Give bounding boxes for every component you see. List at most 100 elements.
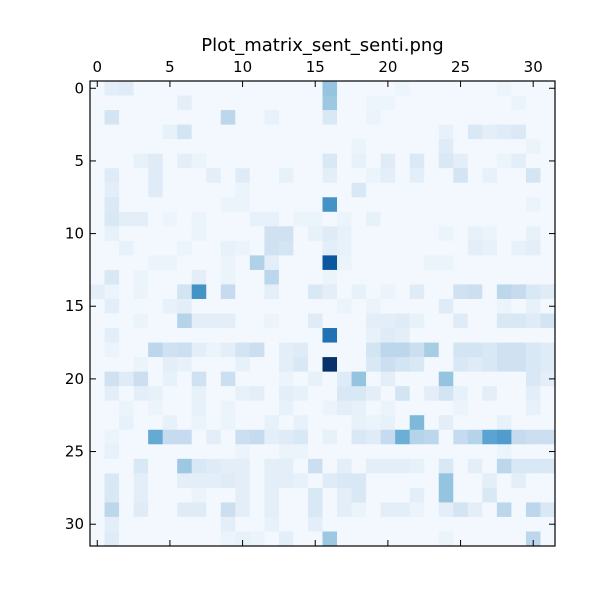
heatmap-cell [438,444,454,460]
heatmap-cell [467,284,483,300]
heatmap-cell [191,269,207,285]
heatmap-cell [351,197,367,213]
heatmap-cell [453,110,469,125]
heatmap-cell [307,502,323,518]
heatmap-cell [351,487,367,503]
heatmap-cell [249,342,265,358]
heatmap-cell [249,516,265,532]
heatmap-cell [380,110,396,125]
heatmap-cell [177,182,193,198]
heatmap-cell [235,269,251,285]
heatmap-cell [104,357,120,373]
heatmap-cell [424,328,440,343]
heatmap-cell [395,415,411,431]
heatmap-cell [307,168,323,184]
heatmap-cell [206,269,222,285]
heatmap-cell [162,458,178,474]
heatmap-cell [467,502,483,518]
heatmap-cell [264,313,280,329]
heatmap-cell [177,269,193,285]
heatmap-cell [409,269,425,285]
heatmap-cell [177,386,193,402]
heatmap-cell [162,139,178,155]
heatmap-cell [366,255,382,271]
heatmap-cell [307,357,323,373]
heatmap-cell [162,182,178,198]
heatmap-cell [264,110,280,125]
heatmap-cell [409,124,425,140]
heatmap-cell [525,182,541,198]
heatmap-cell [191,487,207,503]
heatmap-cell [525,400,541,416]
heatmap-cell [380,516,396,532]
heatmap-cell [177,168,193,184]
heatmap-cell [511,226,527,242]
heatmap-cell [162,269,178,285]
heatmap-cell [278,81,294,96]
heatmap-cell [322,240,338,256]
heatmap-cell [511,531,527,547]
heatmap-cell [191,110,207,125]
heatmap-cell [467,240,483,256]
heatmap-cell [496,211,512,227]
heatmap-cell [307,124,323,140]
heatmap-cell [395,531,411,547]
heatmap-cell [366,153,382,169]
heatmap-cell [540,444,556,460]
heatmap-cell [293,211,309,227]
heatmap-cell [395,298,411,314]
heatmap-cell [162,95,178,111]
heatmap-cell [322,110,338,125]
heatmap-cell [119,357,134,373]
heatmap-cell [496,458,512,474]
heatmap-cell [104,269,120,285]
heatmap-cell [424,531,440,547]
heatmap-cell [322,168,338,184]
heatmap-cell [177,95,193,111]
heatmap-cell [235,400,251,416]
heatmap-cell [307,211,323,227]
heatmap-cell [278,255,294,271]
heatmap-cell [162,400,178,416]
heatmap-cell [525,487,541,503]
heatmap-cell [235,473,251,489]
heatmap-cell [453,182,469,198]
heatmap-cell [351,516,367,532]
heatmap-cell [438,473,454,489]
heatmap-cell [249,371,265,387]
heatmap-cell [133,153,149,169]
heatmap-cell [133,298,149,314]
heatmap-cell [322,211,338,227]
heatmap-cell [525,386,541,402]
heatmap-cell [438,458,454,474]
heatmap-cell [148,255,164,271]
heatmap-cell [496,110,512,125]
heatmap-cell [206,81,222,96]
heatmap-cell [525,444,541,460]
heatmap-cell [395,386,411,402]
heatmap-cell [525,197,541,213]
heatmap-cell [424,371,440,387]
heatmap-cell [104,502,120,518]
heatmap-cell [148,240,164,256]
heatmap-cell [249,168,265,184]
heatmap-cell [162,516,178,532]
heatmap-cell [220,371,236,387]
heatmap-cell [249,269,265,285]
heatmap-cell [322,153,338,169]
heatmap-cell [337,415,352,431]
heatmap-cell [104,139,120,155]
heatmap-cell [220,81,236,96]
plot-frame [89,80,556,547]
heatmap-cell [191,313,207,329]
heatmap-cell [235,255,251,271]
heatmap-cell [540,429,556,445]
heatmap-cell [337,342,352,358]
heatmap-cell [119,284,134,300]
heatmap-cell [249,313,265,329]
heatmap-cell [90,444,105,460]
heatmap-cell [249,211,265,227]
heatmap-cell [322,415,338,431]
heatmap-cell [133,371,149,387]
heatmap-cell [206,487,222,503]
